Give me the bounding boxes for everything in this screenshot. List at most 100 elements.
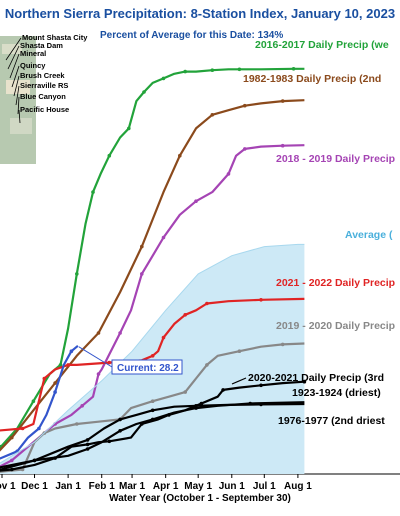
series-point <box>96 372 101 376</box>
series-line <box>0 344 79 460</box>
series-point <box>280 99 285 103</box>
map-station-label: Sierraville RS <box>20 81 68 90</box>
series-point <box>140 244 144 249</box>
series-point <box>85 442 90 447</box>
series-point <box>20 426 25 431</box>
map-station-label: Shasta Dam <box>20 41 63 50</box>
series-point <box>10 467 14 472</box>
series-point <box>142 90 146 94</box>
x-tick-label: May 1 <box>184 481 212 492</box>
map-terrain <box>10 118 32 134</box>
series-point <box>75 272 79 276</box>
series-point <box>53 381 57 385</box>
x-tick-label: Jul 1 <box>253 481 276 492</box>
series-point <box>183 313 187 317</box>
series-point <box>107 439 112 444</box>
map-leader <box>7 45 20 70</box>
series-label: 2020-2021 Daily Precip (3rd <box>248 372 384 384</box>
map-station-label: Mineral <box>20 49 46 58</box>
map-leader <box>15 85 20 106</box>
map-terrain <box>2 44 22 54</box>
series-point <box>291 67 296 71</box>
series-point <box>161 76 166 81</box>
map-terrain <box>6 80 30 94</box>
series-point <box>248 401 252 406</box>
series-point <box>96 331 101 335</box>
map-leader <box>9 53 20 79</box>
series-point <box>69 349 74 354</box>
average-line <box>0 243 305 464</box>
average-area <box>0 244 305 474</box>
chart-title: Northern Sierra Precipitation: 8-Station… <box>4 6 396 21</box>
series-line <box>0 144 305 468</box>
series-point <box>66 363 70 367</box>
series-point <box>178 153 182 158</box>
x-tick-label: Dec 1 <box>21 481 48 492</box>
series-point <box>31 399 36 404</box>
series-point <box>85 447 90 451</box>
series-point <box>210 113 215 117</box>
series-point <box>210 68 215 72</box>
series-point <box>194 199 198 203</box>
series-point <box>150 408 155 413</box>
series-point <box>10 435 14 440</box>
series-point <box>150 354 155 358</box>
map-leader <box>11 65 20 88</box>
map-leader <box>13 75 20 97</box>
series-point <box>243 147 247 151</box>
series-point <box>118 331 122 335</box>
series-point <box>75 422 79 426</box>
series-point <box>205 301 209 306</box>
series-line <box>0 99 305 452</box>
series-point <box>150 399 155 404</box>
label-arrow <box>231 377 247 385</box>
series-point <box>243 103 247 108</box>
map-station-label: Blue Canyon <box>20 92 66 101</box>
series-point <box>107 153 112 158</box>
series-point <box>10 458 14 463</box>
series-label: 2021 - 2022 Daily Precip <box>276 277 395 289</box>
map-leader <box>5 37 22 61</box>
series-point <box>58 363 63 367</box>
series-point <box>199 401 204 406</box>
series-label: Average ( <box>345 229 393 241</box>
x-tick-label: Jan 1 <box>55 481 81 492</box>
current-label: Current: 28.2 <box>117 363 179 374</box>
series-point <box>118 417 122 422</box>
series-point <box>150 417 155 422</box>
series-point <box>226 172 231 176</box>
series-point <box>302 379 307 384</box>
series-point <box>42 376 47 381</box>
series-label: 1923-1924 (driest) <box>292 387 381 399</box>
series-point <box>237 349 242 354</box>
series-point <box>280 342 285 347</box>
series-point <box>107 360 112 365</box>
series-point <box>91 190 95 194</box>
series-point <box>237 67 242 72</box>
map-station-label: Pacific House <box>20 105 69 114</box>
series-point <box>194 406 198 410</box>
series-line <box>0 401 305 469</box>
series-point <box>259 298 263 302</box>
x-tick-label: Aug 1 <box>284 481 312 492</box>
series-point <box>221 388 225 392</box>
series-point <box>32 458 37 463</box>
series-point <box>161 335 166 340</box>
series-label: 1982-1983 Daily Precip (2nd <box>243 73 381 85</box>
x-tick-label: Mar 1 <box>119 481 146 492</box>
series-point <box>280 143 285 148</box>
current-leader <box>78 346 113 368</box>
series-label: 2019 - 2020 Daily Precip <box>276 320 395 332</box>
series-point <box>161 235 166 240</box>
map-station-label: Quincy <box>20 61 46 70</box>
series-point <box>37 426 41 431</box>
x-tick-label: Jun 1 <box>219 481 246 492</box>
map-station-label: Mount Shasta City <box>22 33 88 42</box>
series-point <box>259 383 263 388</box>
map-leader <box>17 96 20 115</box>
series-point <box>205 363 209 367</box>
series-point <box>80 404 84 408</box>
x-tick-label: Nov 1 <box>0 481 16 492</box>
